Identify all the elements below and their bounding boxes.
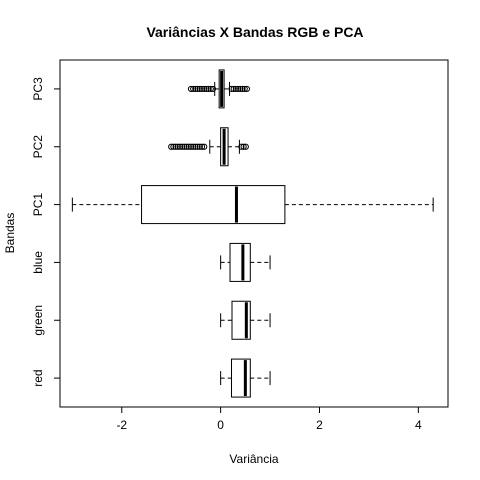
outlier-point-high [237, 85, 244, 93]
y-tick-label: PC2 [31, 135, 45, 159]
y-tick-label: PC1 [31, 193, 45, 217]
outlier-point-low [174, 143, 181, 150]
outlier-point-low [192, 143, 199, 150]
outlier-point-low [209, 85, 217, 93]
y-tick-label: PC3 [31, 77, 45, 101]
outlier-point-low [190, 85, 197, 93]
outlier-point-high [240, 143, 247, 150]
outlier-point-low [185, 143, 192, 150]
outlier-point-low [201, 143, 208, 150]
outlier-point-low [203, 85, 210, 93]
outlier-point-low [170, 143, 177, 150]
outlier-point-low [196, 85, 203, 93]
y-tick-label: blue [31, 251, 45, 274]
outlier-point-low [198, 143, 206, 150]
outlier-point-low [168, 143, 175, 150]
chart-title: Variâncias X Bandas RGB e PCA [146, 24, 363, 40]
box-iqr [231, 358, 251, 398]
x-tick-label: 0 [217, 418, 224, 432]
x-tick-label: -2 [116, 418, 127, 432]
box-series [71, 69, 434, 398]
outlier-point-high [242, 143, 249, 150]
outlier-point-low [198, 85, 206, 93]
outlier-point-low [181, 143, 188, 150]
box-iqr [229, 242, 251, 282]
outlier-point-low [196, 143, 203, 150]
outlier-point-high [232, 85, 240, 93]
outlier-point-high [230, 85, 237, 93]
y-axis-label: Bandas [3, 213, 17, 254]
x-tick-label: 2 [316, 418, 323, 432]
outlier-point-high [238, 143, 245, 150]
outlier-point-low [187, 85, 195, 93]
outlier-point-high [228, 85, 235, 93]
y-tick-label: red [31, 369, 45, 386]
y-tick-label: green [31, 305, 45, 336]
outlier-point-high [241, 85, 248, 93]
x-axis-label: Variância [229, 452, 278, 466]
box-iqr [141, 185, 286, 225]
box-blue [220, 242, 271, 282]
x-tick-label: 4 [415, 418, 422, 432]
outlier-point-low [172, 143, 179, 150]
box-PC3 [187, 69, 251, 109]
outlier-point-high [235, 85, 242, 93]
box-green [220, 300, 271, 340]
outlier-point-low [192, 85, 199, 93]
x-axis: -2 0 2 4 [116, 406, 422, 432]
plot-area-frame [59, 59, 449, 408]
box-PC1 [71, 185, 434, 225]
outlier-point-high [239, 85, 246, 93]
outlier-point-low [194, 143, 201, 150]
outlier-point-low [183, 143, 190, 150]
outlier-point-low [179, 143, 186, 150]
outlier-point-low [187, 143, 195, 150]
box-PC2 [168, 127, 249, 167]
outlier-point-high [243, 85, 251, 93]
outlier-point-low [194, 85, 201, 93]
outlier-point-low [201, 85, 208, 93]
outlier-point-low [207, 85, 214, 93]
outlier-point-low [176, 143, 184, 150]
outlier-point-low [205, 85, 212, 93]
outlier-point-low [190, 143, 197, 150]
y-axis: red green blue PC1 PC2 PC3 [31, 77, 60, 387]
box-red [220, 358, 271, 398]
